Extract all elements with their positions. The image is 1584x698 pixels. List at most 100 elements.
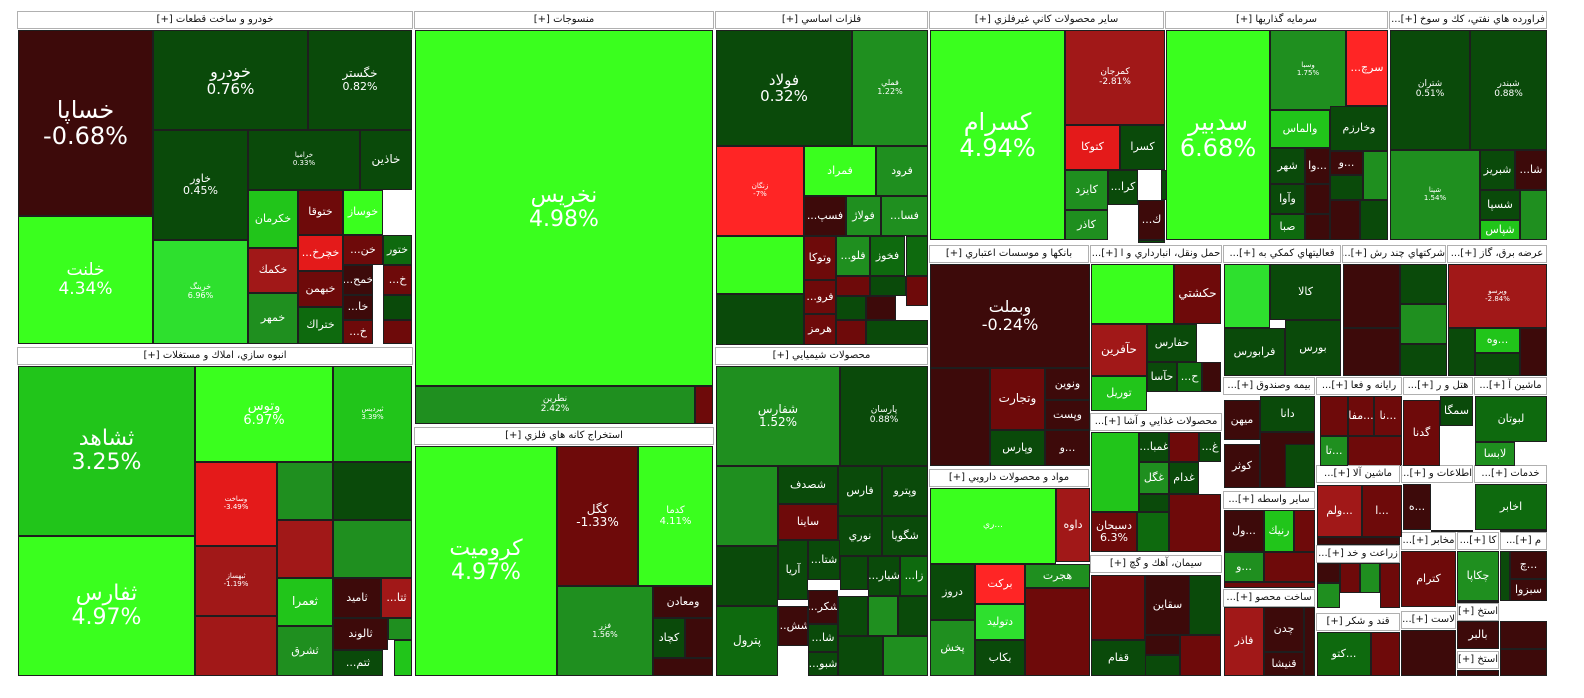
- stock-tile[interactable]: دروز: [930, 564, 975, 620]
- filler-tile[interactable]: [1401, 630, 1456, 676]
- stock-tile[interactable]: وبملت -0.24%: [930, 264, 1090, 368]
- filler-tile[interactable]: [1091, 575, 1145, 640]
- stock-tile[interactable]: خاذين: [360, 130, 412, 190]
- sector-header[interactable]: حمل ونقل، انبارداري و ا [+]...: [1090, 245, 1222, 263]
- filler-tile[interactable]: [1500, 551, 1510, 601]
- stock-tile[interactable]: دتوليد: [975, 604, 1025, 640]
- filler-tile[interactable]: [1330, 175, 1363, 200]
- sector-header[interactable]: محصولات شيميايي [+]: [715, 347, 928, 365]
- stock-tile[interactable]: توريل: [1091, 376, 1147, 411]
- sector-header[interactable]: ماشين آلا [+]...: [1316, 465, 1400, 483]
- filler-tile[interactable]: [1400, 304, 1447, 344]
- stock-tile[interactable]: كوثر: [1224, 444, 1260, 488]
- stock-tile[interactable]: خاور 0.45%: [153, 130, 248, 240]
- stock-tile[interactable]: فملي 1.22%: [852, 30, 928, 146]
- stock-tile[interactable]: ح...: [1177, 362, 1202, 392]
- filler-tile[interactable]: [1400, 344, 1447, 376]
- stock-tile[interactable]: خ...: [343, 320, 373, 344]
- stock-tile[interactable]: كدما 4.11%: [638, 446, 713, 586]
- stock-tile[interactable]: فمراد: [804, 146, 876, 196]
- stock-tile[interactable]: نطرين 2.42%: [415, 386, 695, 424]
- filler-tile[interactable]: [836, 320, 866, 345]
- sector-header[interactable]: محصولات غذايي و آشا [+]...: [1090, 413, 1222, 431]
- sector-header[interactable]: فعاليتهاي كمكي به [+]...: [1223, 245, 1341, 263]
- filler-tile[interactable]: [383, 295, 412, 320]
- sector-header[interactable]: م [+]...: [1500, 532, 1547, 550]
- stock-tile[interactable]: خلنت 4.34%: [18, 216, 153, 344]
- filler-tile[interactable]: [836, 276, 870, 296]
- stock-tile[interactable]: بكاب: [975, 640, 1025, 676]
- stock-tile[interactable]: سقاين: [1145, 575, 1190, 635]
- filler-tile[interactable]: [1145, 655, 1180, 676]
- sector-header[interactable]: ماشين آ [+]...: [1474, 377, 1547, 395]
- filler-tile[interactable]: [394, 640, 412, 676]
- stock-tile[interactable]: شبندر 0.88%: [1470, 30, 1547, 150]
- filler-tile[interactable]: [1371, 632, 1400, 676]
- sector-header[interactable]: لاست [+]...: [1401, 611, 1456, 629]
- stock-tile[interactable]: ...ول: [1224, 510, 1264, 552]
- filler-tile[interactable]: [1348, 436, 1402, 466]
- filler-tile[interactable]: [838, 636, 883, 676]
- stock-tile[interactable]: وسبا 1.75%: [1270, 30, 1346, 110]
- stock-tile[interactable]: ...وه: [1475, 328, 1520, 353]
- sector-header[interactable]: سيمان، آهك و گچ [+]: [1090, 555, 1222, 573]
- sector-header[interactable]: خودرو و ساخت قطعات [+]: [17, 11, 413, 29]
- stock-tile[interactable]: داوه: [1056, 488, 1090, 562]
- stock-tile[interactable]: هرمز: [804, 314, 836, 345]
- stock-tile[interactable]: وخارزم: [1330, 106, 1388, 151]
- stock-tile[interactable]: ومعادن: [653, 586, 713, 618]
- stock-tile[interactable]: خرینگ 6.96%: [153, 240, 248, 344]
- stock-tile[interactable]: كچاد: [653, 618, 685, 658]
- filler-tile[interactable]: [383, 320, 412, 344]
- stock-tile[interactable]: شتران 0.51%: [1390, 30, 1470, 150]
- stock-tile[interactable]: كرا...: [1108, 170, 1138, 205]
- stock-tile[interactable]: خن...: [343, 235, 383, 265]
- filler-tile[interactable]: [1264, 552, 1315, 582]
- filler-tile[interactable]: [1457, 601, 1499, 603]
- filler-tile[interactable]: [1360, 200, 1388, 240]
- stock-tile[interactable]: خودرو 0.76%: [153, 30, 308, 130]
- filler-tile[interactable]: [1304, 607, 1315, 676]
- stock-tile[interactable]: فرود: [876, 146, 928, 196]
- filler-tile[interactable]: [1305, 184, 1330, 214]
- sector-header[interactable]: ساير محصولات كاني غيرفلزي [+]: [929, 11, 1164, 29]
- stock-tile[interactable]: بورس: [1285, 320, 1341, 376]
- stock-tile[interactable]: پخش: [930, 620, 975, 676]
- stock-tile[interactable]: حفارس: [1147, 324, 1197, 362]
- stock-tile[interactable]: والماس: [1270, 110, 1330, 148]
- stock-tile[interactable]: وساخت -3.49%: [195, 462, 277, 546]
- sector-header[interactable]: ساخت محصو [+]...: [1223, 589, 1315, 607]
- stock-tile[interactable]: گدنا: [1403, 400, 1440, 466]
- filler-tile[interactable]: [840, 556, 868, 590]
- filler-tile[interactable]: [1202, 362, 1221, 392]
- filler-tile[interactable]: [1025, 588, 1090, 676]
- filler-tile[interactable]: [1340, 563, 1360, 593]
- stock-tile[interactable]: شتا...: [808, 540, 840, 580]
- stock-tile[interactable]: فولاد 0.32%: [716, 30, 852, 146]
- stock-tile[interactable]: لابسا: [1475, 442, 1515, 466]
- filler-tile[interactable]: [1224, 264, 1270, 328]
- stock-tile[interactable]: شسپا: [1480, 190, 1520, 220]
- filler-tile[interactable]: [653, 658, 713, 676]
- stock-tile[interactable]: ساينا: [778, 504, 838, 540]
- stock-tile[interactable]: ثشاهد 3.25%: [18, 366, 195, 536]
- stock-tile[interactable]: خمهر: [248, 293, 298, 344]
- sector-header[interactable]: سرمايه گذاريها [+]: [1165, 11, 1388, 29]
- sector-header[interactable]: كا [+]...: [1457, 532, 1499, 550]
- filler-tile[interactable]: [1380, 563, 1400, 608]
- filler-tile[interactable]: [930, 368, 990, 466]
- stock-tile[interactable]: كاذر: [1065, 210, 1108, 240]
- filler-tile[interactable]: [868, 596, 898, 636]
- stock-tile[interactable]: حآسا: [1147, 362, 1177, 392]
- sector-header[interactable]: بانكها و موسسات اعتباري [+]: [929, 245, 1089, 263]
- stock-tile[interactable]: كمرجان -2.81%: [1065, 30, 1165, 125]
- stock-tile[interactable]: ختوقا: [298, 190, 343, 235]
- stock-tile[interactable]: ...و: [1224, 552, 1264, 582]
- stock-tile[interactable]: ثفارس 4.97%: [18, 536, 195, 676]
- stock-tile[interactable]: نوري: [838, 516, 882, 556]
- stock-tile[interactable]: ثشرق: [277, 626, 333, 676]
- filler-tile[interactable]: [1091, 264, 1174, 324]
- stock-tile[interactable]: آريا: [778, 540, 808, 600]
- stock-tile[interactable]: چكاپا: [1457, 551, 1499, 601]
- filler-tile[interactable]: [333, 520, 412, 578]
